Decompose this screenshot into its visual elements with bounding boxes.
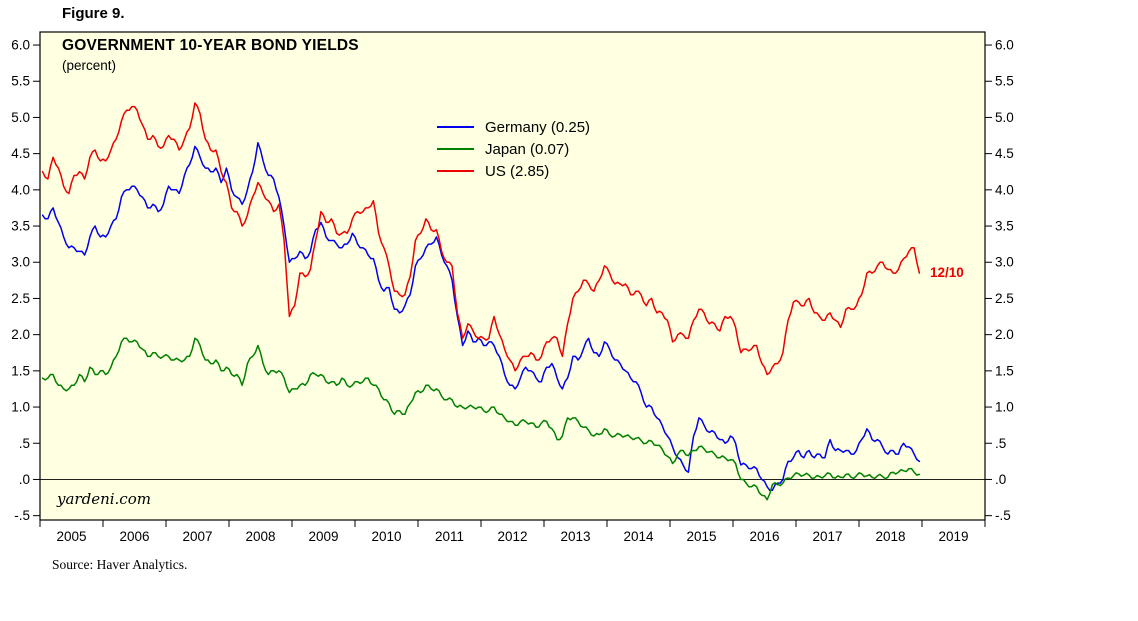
chart-subtitle: (percent) [62,58,117,73]
y-axis-label-right: .0 [995,472,1006,487]
x-axis-label: 2008 [245,529,275,544]
legend-label-germany: Germany (0.25) [485,118,591,136]
y-axis-label-left: 2.5 [11,291,30,306]
y-axis-label-right: 4.0 [995,182,1014,197]
legend-item-germany: Germany (0.25) [437,116,590,138]
y-axis-label-right: -.5 [995,508,1011,523]
legend-item-us: US (2.85) [437,160,590,182]
figure-label: Figure 9. [62,5,125,22]
y-axis-label-right: 1.0 [995,400,1014,415]
x-axis-label: 2005 [56,529,86,544]
y-axis-label-left: 3.0 [11,255,30,270]
x-axis-label: 2013 [560,529,590,544]
legend-label-us: US (2.85) [485,162,550,180]
y-axis-label-left: .0 [19,472,30,487]
y-axis-label-right: 4.5 [995,146,1014,161]
y-axis-label-right: 5.0 [995,110,1014,125]
source-note: Source: Haver Analytics. [52,557,188,572]
x-axis-label: 2016 [749,529,779,544]
y-axis-label-left: .5 [19,436,30,451]
y-axis-label-left: 2.0 [11,327,30,342]
x-axis-label: 2010 [371,529,401,544]
x-axis-label: 2019 [938,529,968,544]
japan-line-swatch [437,148,474,150]
y-axis-label-left: 5.0 [11,110,30,125]
y-axis-label-left: 1.5 [11,363,30,378]
y-axis-label-left: 6.0 [11,38,30,53]
germany-line-swatch [437,126,474,128]
series-line-japan [41,337,921,501]
latest-date-annotation: 12/10 [930,265,964,280]
y-axis-label-right: .5 [995,436,1006,451]
x-axis-label: 2017 [812,529,842,544]
y-axis-label-left: 1.0 [11,400,30,415]
x-axis-label: 2012 [497,529,527,544]
y-axis-label-right: 1.5 [995,363,1014,378]
y-axis-label-right: 6.0 [995,38,1014,53]
chart-title: GOVERNMENT 10-YEAR BOND YIELDS [62,37,359,54]
legend: Germany (0.25) Japan (0.07) US (2.85) [437,116,590,182]
y-axis-label-right: 2.5 [995,291,1014,306]
series-line-us [41,102,921,376]
x-axis-label: 2007 [182,529,212,544]
y-axis-label-left: 5.5 [11,74,30,89]
legend-item-japan: Japan (0.07) [437,138,590,160]
x-axis-label: 2015 [686,529,716,544]
legend-label-japan: Japan (0.07) [485,140,570,158]
y-axis-label-right: 5.5 [995,74,1014,89]
yardeni-watermark: yardeni.com [57,490,151,508]
y-axis-label-right: 3.0 [995,255,1014,270]
x-axis-label: 2006 [119,529,149,544]
us-line-swatch [437,170,474,172]
y-axis-label-left: 4.5 [11,146,30,161]
y-axis-label-left: 3.5 [11,219,30,234]
x-axis-label: 2014 [623,529,654,544]
y-axis-label-left: 4.0 [11,182,30,197]
y-axis-label-right: 3.5 [995,219,1014,234]
x-axis-label: 2011 [435,529,464,544]
series-line-germany [41,142,921,492]
plot-area [39,31,986,521]
y-axis-label-right: 2.0 [995,327,1014,342]
x-axis-label: 2009 [308,529,338,544]
y-axis-label-left: -.5 [14,508,30,523]
x-axis-label: 2018 [875,529,905,544]
